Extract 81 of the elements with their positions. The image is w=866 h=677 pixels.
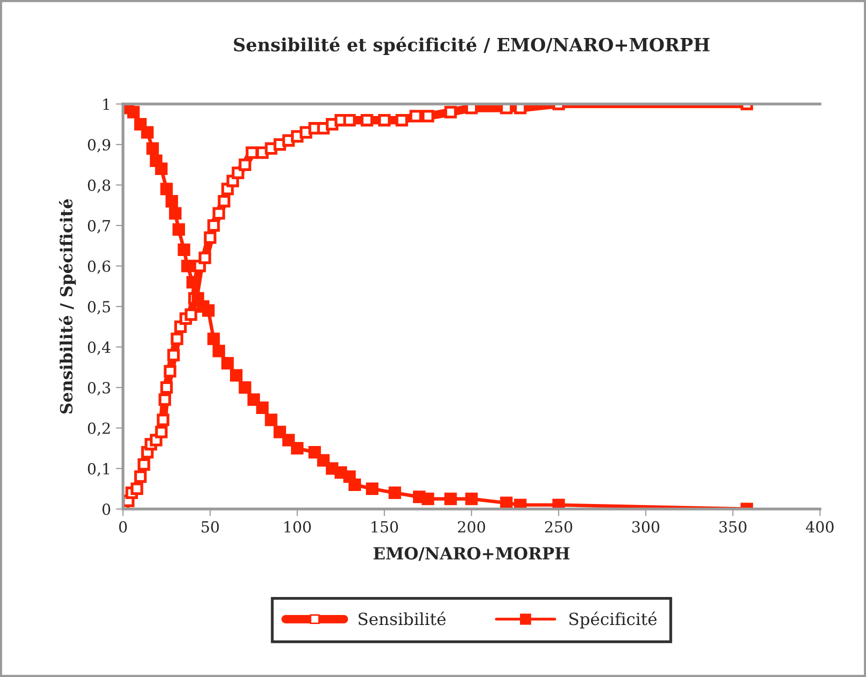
point: [256, 402, 269, 414]
point: [160, 182, 173, 196]
x-tick-label: 300: [632, 521, 660, 533]
point: [422, 492, 434, 506]
point: [207, 219, 220, 232]
legend-label: Sensibilité: [358, 612, 446, 626]
point: [465, 104, 478, 114]
point: [207, 332, 220, 346]
y-tick-label: 0,3: [88, 382, 110, 396]
point: [198, 252, 212, 264]
point: [212, 344, 226, 358]
point: [155, 426, 168, 438]
x-tick-label: 250: [545, 521, 572, 533]
y-tick-label: 0,4: [88, 341, 110, 355]
point: [422, 110, 434, 122]
point: [155, 162, 168, 176]
point: [348, 478, 362, 491]
point: [317, 454, 330, 467]
point: [274, 426, 286, 438]
point: [134, 470, 147, 483]
point: [184, 308, 198, 321]
point: [202, 304, 215, 317]
y-tick-label: 0,1: [88, 462, 110, 476]
x-axis-title: EMO/NARO+MORPH: [374, 546, 570, 561]
point: [221, 356, 234, 370]
x-tick-label: 0: [119, 521, 127, 533]
point: [218, 194, 230, 208]
y-tick-label: 0: [102, 503, 110, 516]
point: [212, 207, 226, 220]
point: [172, 223, 186, 236]
point: [360, 114, 374, 126]
point: [230, 369, 243, 382]
x-tick-label: 200: [458, 521, 486, 533]
point: [127, 106, 140, 118]
point: [444, 492, 457, 506]
y-tick-label: 0,2: [88, 422, 110, 436]
point: [160, 381, 173, 394]
x-tick-label: 150: [372, 521, 398, 533]
y-tick-label: 0,5: [88, 300, 110, 314]
y-tick-label: 1: [103, 98, 110, 110]
point: [178, 244, 190, 256]
point: [396, 114, 408, 126]
y-axis-title: Sensibilité / Spécificité: [58, 199, 76, 414]
x-tick-label: 400: [806, 521, 834, 533]
legend-label: Spécificité: [569, 612, 657, 628]
point: [238, 381, 252, 394]
point: [500, 496, 513, 509]
x-tick-label: 350: [719, 521, 746, 533]
point: [141, 126, 154, 139]
point: [238, 158, 252, 171]
y-tick-label: 0,9: [88, 138, 110, 152]
point: [500, 104, 513, 114]
point: [170, 332, 184, 346]
y-tick-label: 0,7: [88, 220, 110, 234]
point: [378, 114, 391, 126]
chart-title: Sensibilité et spécificité / EMO/NARO+MORPH: [234, 36, 710, 55]
point: [156, 414, 170, 426]
point: [138, 458, 150, 471]
point: [409, 110, 422, 122]
point: [444, 106, 457, 118]
point: [166, 194, 178, 208]
point: [465, 492, 478, 506]
point: [366, 482, 378, 495]
point: [514, 104, 527, 114]
x-tick-label: 100: [284, 521, 311, 533]
point: [167, 348, 180, 362]
point: [130, 482, 144, 495]
point: [343, 114, 356, 126]
point: [164, 365, 176, 378]
point: [181, 260, 194, 272]
point: [204, 231, 216, 244]
point: [388, 486, 402, 500]
point: [169, 207, 182, 220]
point: [282, 434, 295, 446]
point: [291, 442, 304, 454]
y-tick-label: 0,8: [88, 179, 110, 193]
point: [158, 393, 172, 406]
point: [264, 414, 278, 426]
x-tick-label: 50: [202, 521, 219, 533]
y-tick-label: 0,6: [88, 260, 110, 274]
point: [146, 142, 159, 155]
